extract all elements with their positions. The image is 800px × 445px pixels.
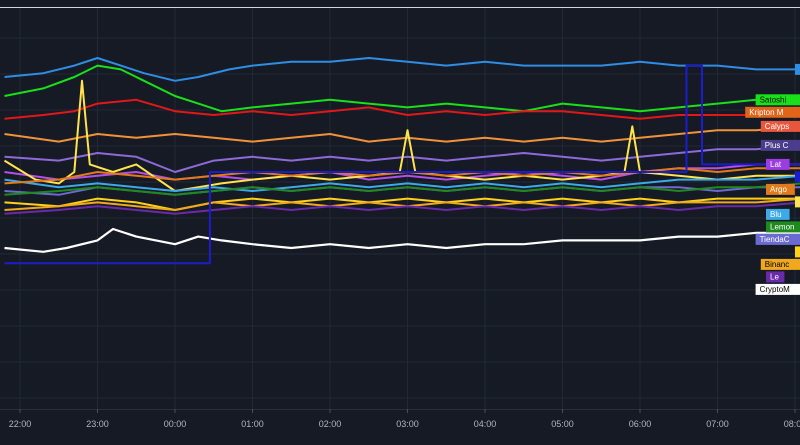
series-label-bg [795, 63, 800, 75]
series-label-bg [745, 106, 800, 118]
series-label-4: Plus C [760, 139, 800, 151]
series-label-text: Satoshi [760, 96, 787, 105]
series-label-5: Lat [766, 158, 790, 170]
x-tick-label: 03:00 [396, 419, 419, 429]
x-tick-label: 02:00 [319, 419, 342, 429]
x-tick-label: 01:00 [241, 419, 264, 429]
series-label-12: Binanc [760, 258, 800, 270]
series-label-10: Lemon [766, 221, 800, 233]
series-line-13 [4, 201, 800, 215]
series-label-8: TiendaC [755, 233, 800, 245]
series-line-9 [4, 197, 800, 211]
series-line-10 [4, 182, 800, 196]
x-axis: 22:00 23:00 00:00 01:00 02:00 03:00 04:00 05:00… [9, 409, 800, 429]
series-label-bg [760, 139, 800, 151]
series-line-2 [4, 98, 800, 120]
x-tick-label: 23:00 [86, 419, 109, 429]
series-label-bg [795, 171, 800, 183]
series-label-bg [760, 120, 800, 132]
series-label-6 [795, 196, 800, 208]
series-label-bg [755, 283, 800, 295]
series-label-15 [795, 171, 800, 183]
series-label-bg [766, 271, 785, 283]
series-label-bg [766, 183, 795, 195]
series-label-text: Argo [770, 185, 787, 194]
series-label-7: Blu [766, 208, 790, 220]
series-label-bg [795, 246, 800, 258]
series-label-1: Satoshi [755, 94, 800, 106]
series-label-14: CryptoM [755, 283, 800, 295]
series-label-bg [755, 233, 800, 245]
series-label-0 [795, 63, 800, 75]
x-tick-label: 06:00 [629, 419, 652, 429]
series-label-text: Le [770, 273, 779, 282]
series-label-text: Blu [770, 210, 782, 219]
series-label-bg [760, 258, 800, 270]
series-label-bg [766, 158, 790, 170]
series-label-text: Lemon [770, 223, 794, 232]
series-line-0 [4, 57, 800, 82]
x-tick-label: 08:00 [784, 419, 800, 429]
series-label-2: Kripton M [745, 106, 800, 118]
series-label-text: Calyps [765, 122, 789, 131]
series-lines [3, 57, 800, 265]
series-label-bg [766, 208, 790, 220]
series-label-text: Kripton M [749, 108, 784, 117]
series-label-11: Argo [766, 183, 795, 195]
series-label-bg [766, 221, 800, 233]
series-label-text: Lat [770, 160, 782, 169]
series-line-4 [4, 144, 800, 173]
series-line-7 [4, 175, 800, 192]
series-label-text: Binanc [765, 260, 789, 269]
series-label-text: CryptoM [760, 285, 791, 294]
series-label-bg [755, 94, 800, 106]
series-line-14 [4, 227, 800, 253]
x-tick-label: 00:00 [164, 419, 187, 429]
series-label-9 [795, 246, 800, 258]
series-labels: Satoshi Kripton M Calyps Plus C Lat Argo Blu Le… [745, 63, 800, 295]
series-label-bg [795, 196, 800, 208]
x-tick-label: 22:00 [9, 419, 32, 429]
series-label-text: TiendaC [760, 235, 790, 244]
series-line-15 [4, 64, 800, 265]
series-line-3 [4, 125, 800, 143]
x-tick-label: 04:00 [474, 419, 497, 429]
series-line-1 [4, 64, 800, 113]
series-label-text: Plus C [765, 141, 789, 150]
series-label-3: Calyps [760, 120, 800, 132]
x-tick-label: 05:00 [551, 419, 574, 429]
series-label-13: Le [766, 271, 785, 283]
x-tick-label: 07:00 [706, 419, 729, 429]
